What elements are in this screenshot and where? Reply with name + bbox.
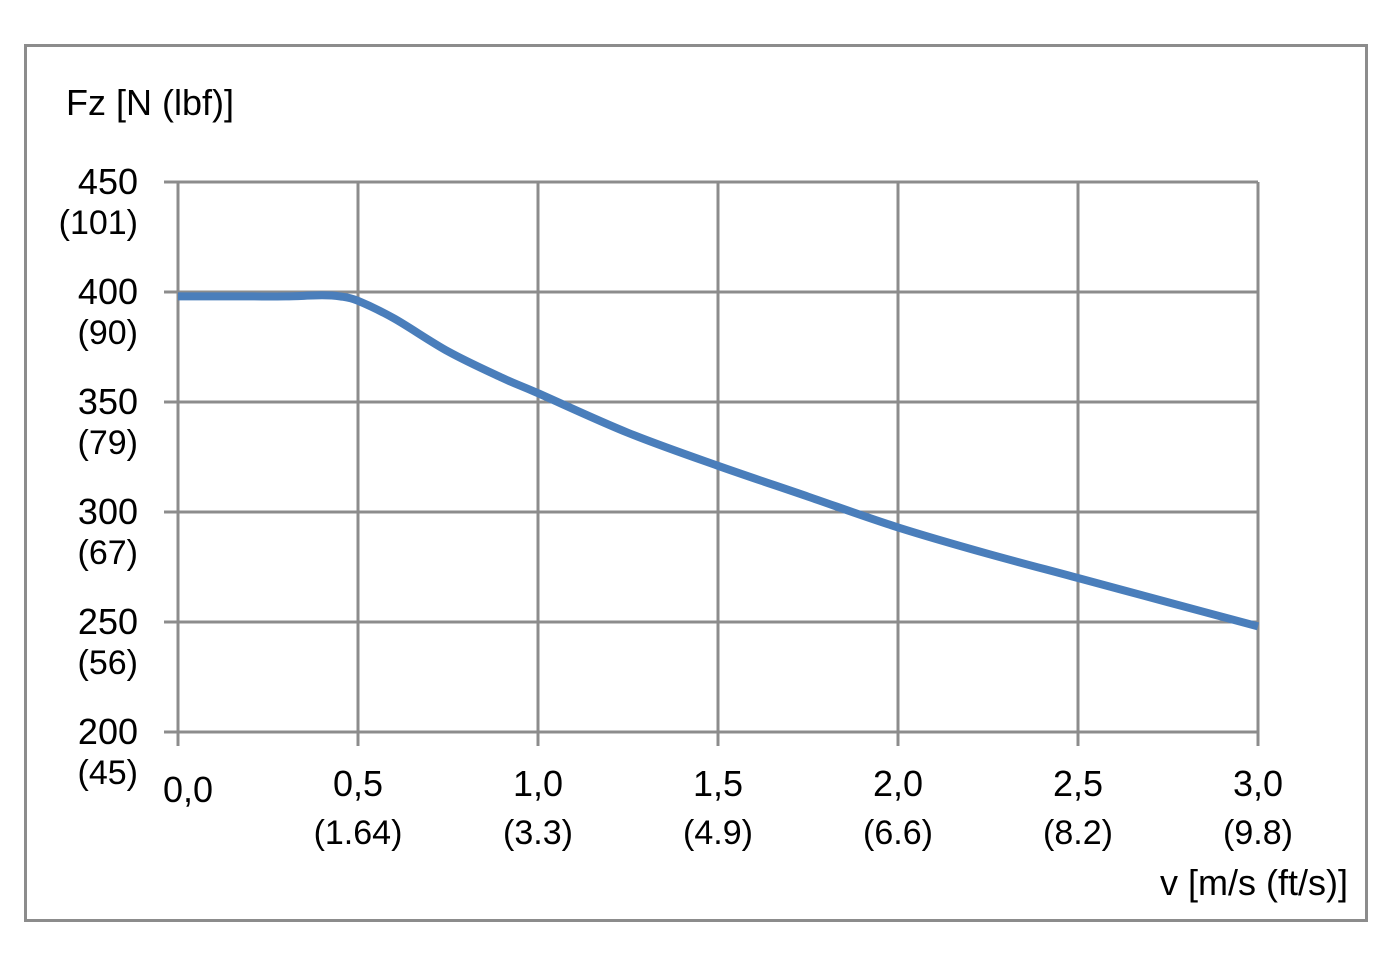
- x-tick-label: 0,0: [163, 769, 213, 810]
- x-axis-label: v [m/s (ft/s)]: [1160, 862, 1348, 903]
- y-tick-sublabel: (56): [78, 644, 138, 682]
- y-tick-sublabel: (67): [78, 534, 138, 572]
- y-tick-sublabel: (45): [78, 754, 138, 792]
- y-tick-sublabel: (79): [78, 424, 138, 462]
- chart-frame: [24, 44, 1368, 922]
- x-tick-sublabel: (8.2): [1043, 814, 1113, 852]
- x-tick-sublabel: (1.64): [314, 814, 403, 852]
- series-line: [178, 291, 1260, 631]
- x-tick-sublabel: (4.9): [683, 814, 753, 852]
- series-layer: [178, 291, 1260, 631]
- y-tick-label: 350: [78, 381, 138, 422]
- grid: [178, 180, 1260, 732]
- axes: [164, 180, 1260, 746]
- y-tick-label: 450: [78, 161, 138, 202]
- x-tick-label: 2,5: [1053, 763, 1103, 804]
- x-tick-label: 2,0: [873, 763, 923, 804]
- x-tick-label: 3,0: [1233, 763, 1283, 804]
- y-tick-label: 250: [78, 601, 138, 642]
- y-tick-label: 300: [78, 491, 138, 532]
- tick-labels: 450(101)400(90)350(79)300(67)250(56)200(…: [59, 161, 1293, 852]
- y-tick-label: 400: [78, 271, 138, 312]
- x-tick-sublabel: (9.8): [1223, 814, 1293, 852]
- y-tick-label: 200: [78, 711, 138, 752]
- x-tick-label: 1,0: [513, 763, 563, 804]
- y-tick-sublabel: (90): [78, 314, 138, 352]
- x-tick-sublabel: (3.3): [503, 814, 573, 852]
- y-axis-label: Fz [N (lbf)]: [66, 82, 234, 123]
- x-tick-label: 1,5: [693, 763, 743, 804]
- y-tick-sublabel: (101): [59, 204, 138, 242]
- x-tick-label: 0,5: [333, 763, 383, 804]
- x-tick-sublabel: (6.6): [863, 814, 933, 852]
